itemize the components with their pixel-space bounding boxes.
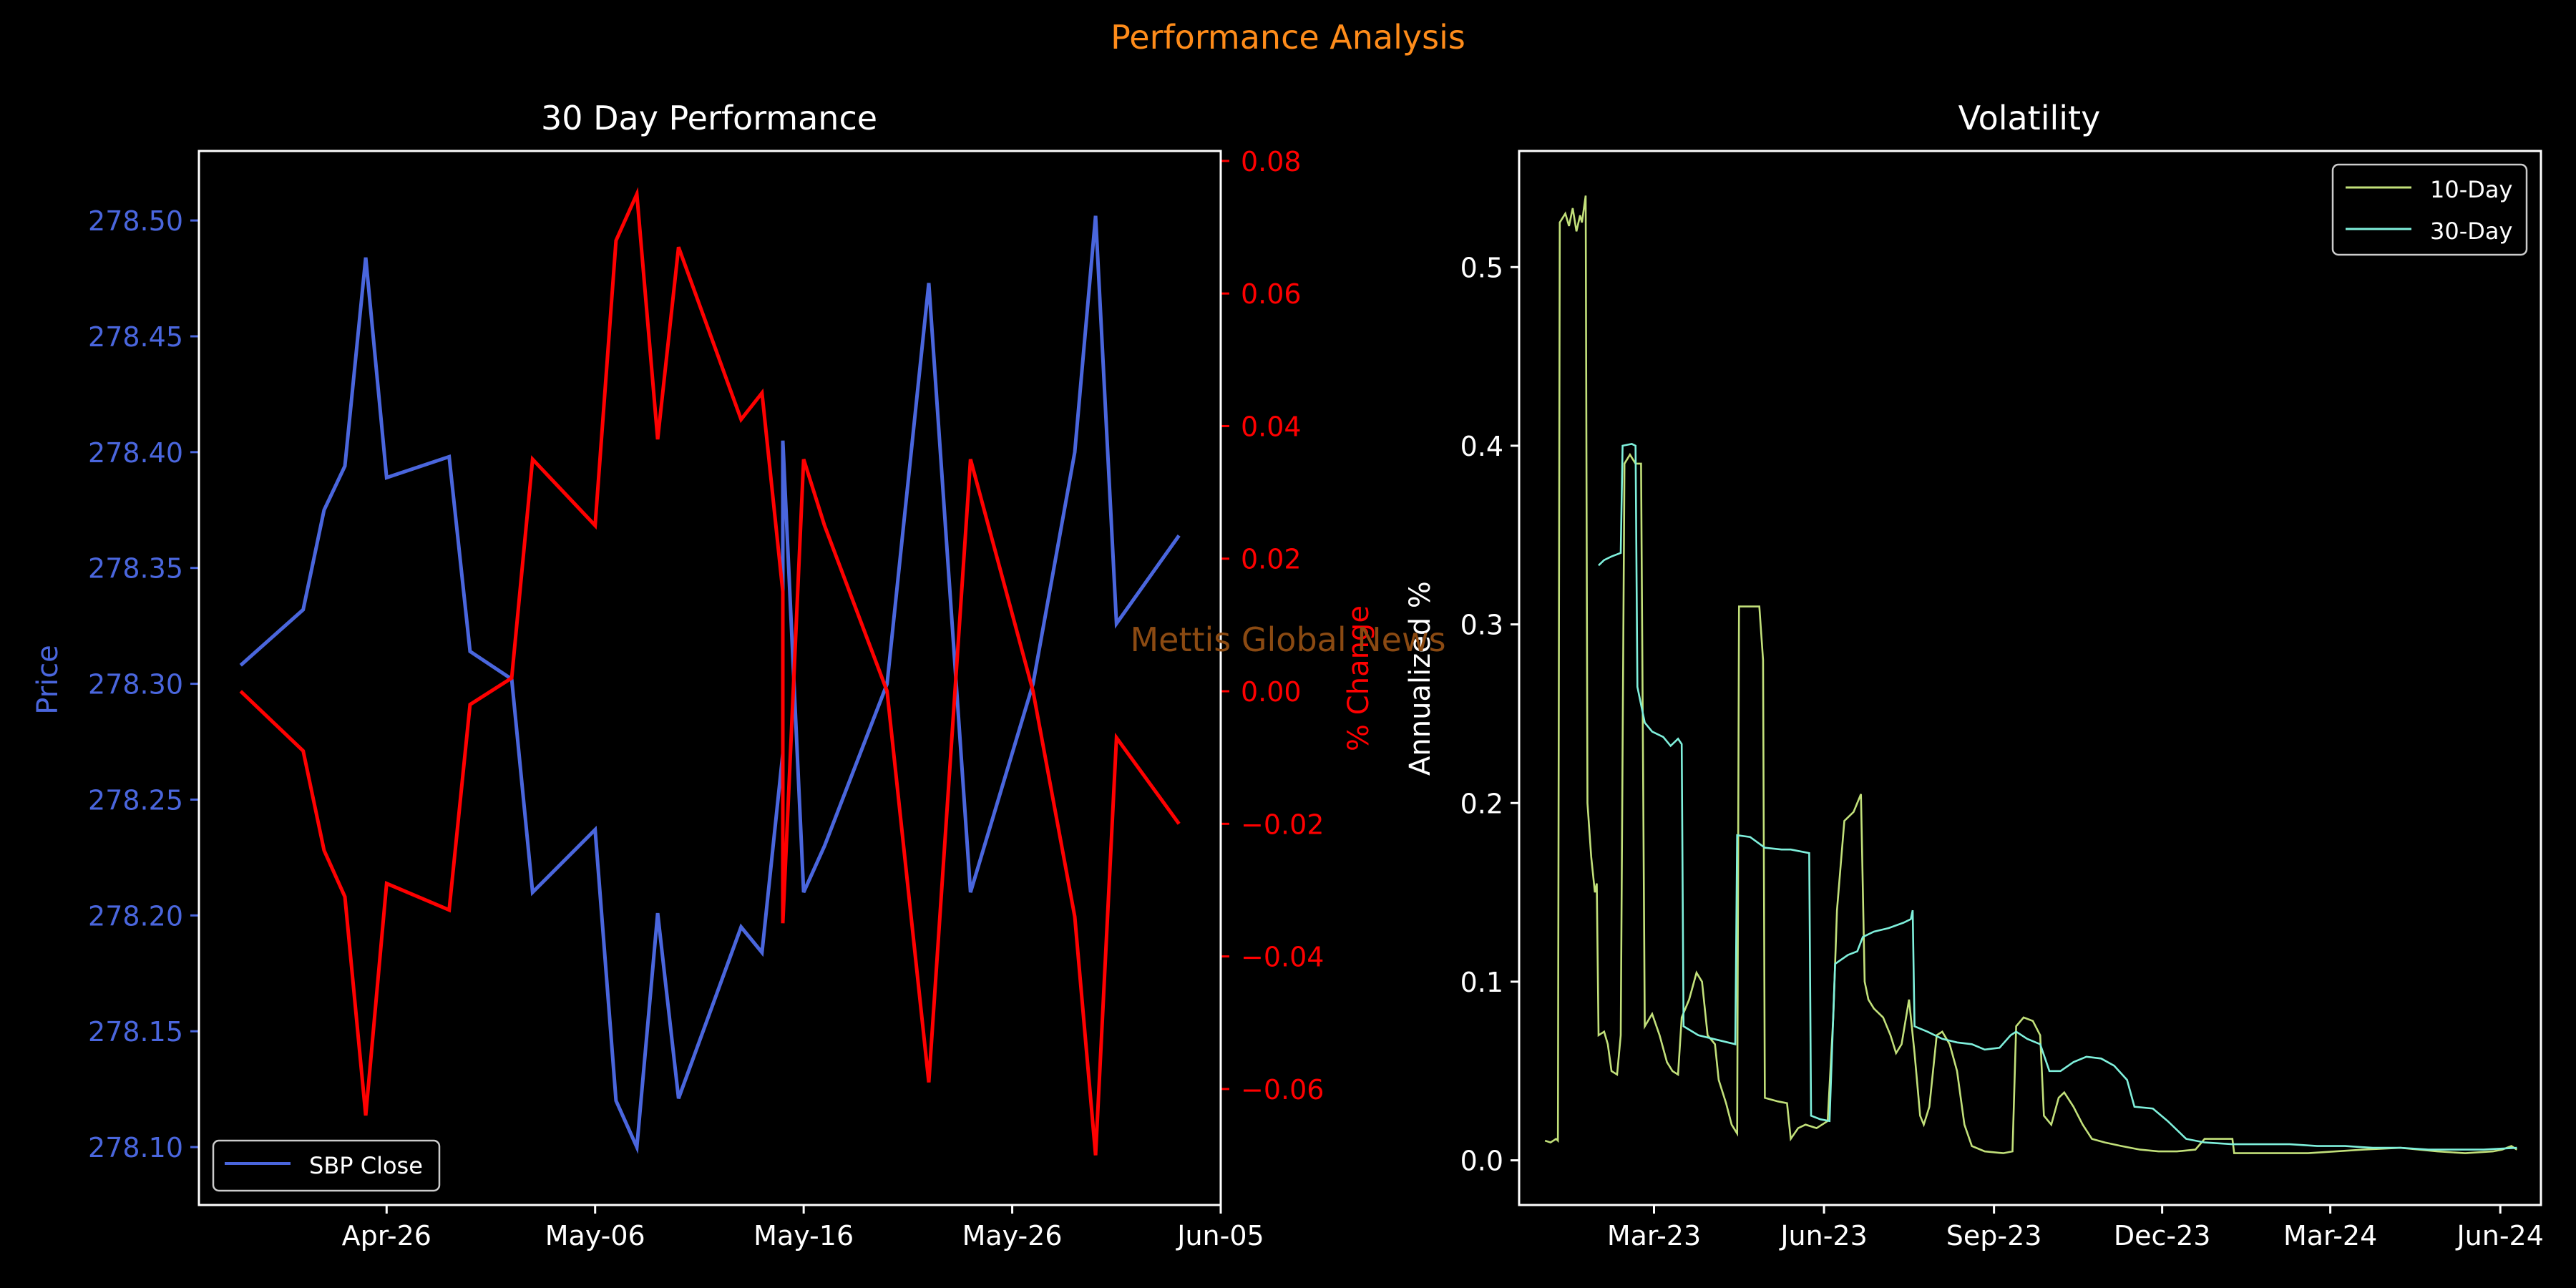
y-tick-label: 0.5 [1460,252,1503,283]
performance-plot-frame [197,150,1222,1206]
y-right-tick-label: 0.08 [1241,146,1302,177]
volatility-x-ticks: Mar-23 Jun-23 Sep-23 Dec-23 Mar-24 Jun-24 [1607,1205,2544,1252]
y-right-tick-label: −0.06 [1241,1074,1324,1106]
performance-legend-label: SBP Close [309,1152,423,1179]
volatility-series-layer [1544,195,2518,1154]
performance-y-ticks-left: 278.10 278.15 278.20 278.25 278.30 278.35 278.… [88,205,199,1163]
series-line-sbp-close [239,215,1181,1154]
volatility-chart: Volatility 0.0 0.1 0.2 0.3 0.4 0.5 Mar-23 Jun-… [1404,99,2544,1252]
y-tick-label: 278.40 [88,437,183,469]
x-tick-label: Sep-23 [1946,1220,2042,1252]
performance-y-axis-label: Price [31,645,64,715]
y-right-tick-label: 0.02 [1241,544,1302,575]
performance-right-axis-label: % Change [1342,605,1375,751]
x-tick-label: Jun-05 [1176,1220,1264,1252]
volatility-y-ticks: 0.0 0.1 0.2 0.3 0.4 0.5 [1460,252,1519,1177]
figure-title: Performance Analysis [1111,18,1465,57]
y-right-tick-label: 0.00 [1241,676,1302,708]
volatility-chart-title: Volatility [1958,99,2101,137]
performance-y-ticks-right: 0.08 0.06 0.04 0.02 0.00 −0.02 −0.04 −0.06 [1221,146,1324,1106]
y-tick-label: 278.15 [88,1016,183,1048]
performance-legend-box [212,1139,441,1192]
y-tick-label: 0.4 [1460,431,1503,462]
volatility-legend-label-30-day: 30-Day [2430,218,2512,245]
y-tick-label: 0.1 [1460,967,1503,998]
performance-series-layer [239,187,1181,1156]
y-tick-label: 278.50 [88,205,183,237]
y-tick-label: 278.30 [88,669,183,701]
y-tick-label: 278.10 [88,1132,183,1163]
y-right-tick-label: −0.02 [1241,809,1324,840]
series-line-change [239,187,1181,1156]
y-tick-label: 278.20 [88,900,183,932]
x-tick-label: Apr-26 [342,1220,431,1252]
x-tick-label: May-26 [962,1220,1063,1252]
x-tick-label: Mar-24 [2283,1220,2377,1252]
series-line-10-day [1544,195,2518,1154]
performance-legend: SBP Close [212,1139,441,1192]
y-tick-label: 278.45 [88,321,183,353]
y-right-tick-label: −0.04 [1241,942,1324,973]
y-right-tick-label: 0.06 [1241,278,1302,310]
watermark: Mettis Global News [1130,620,1445,659]
y-tick-label: 0.3 [1460,610,1503,641]
x-tick-label: Mar-23 [1607,1220,1701,1252]
x-tick-label: May-06 [545,1220,645,1252]
y-tick-label: 278.25 [88,784,183,816]
y-tick-label: 0.2 [1460,788,1503,819]
volatility-legend: 10-Day 30-Day [2331,163,2528,256]
volatility-plot-frame [1518,150,2542,1206]
series-line-30-day [1598,443,2517,1151]
x-tick-label: Dec-23 [2114,1220,2211,1252]
y-tick-label: 278.35 [88,553,183,585]
performance-chart: 30 Day Performance 278.10278.15278.20278… [31,99,1375,1252]
performance-x-ticks: Apr-26 May-06 May-16 May-26 Jun-05 [342,1205,1264,1252]
performance-chart-title: 30 Day Performance [541,99,877,137]
x-tick-label: May-16 [753,1220,854,1252]
x-tick-label: Jun-24 [2455,1220,2543,1252]
volatility-y-axis-label: Annualized % [1404,581,1437,776]
x-tick-label: Jun-23 [1779,1220,1867,1252]
volatility-legend-label-10-day: 10-Day [2430,176,2512,203]
y-right-tick-label: 0.04 [1241,411,1302,442]
y-tick-label: 0.0 [1460,1146,1503,1177]
